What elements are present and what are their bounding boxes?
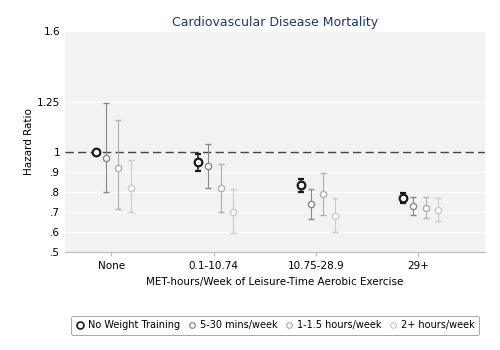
- Legend: No Weight Training, 5-30 mins/week, 1-1.5 hours/week, 2+ hours/week: No Weight Training, 5-30 mins/week, 1-1.…: [70, 316, 480, 335]
- Y-axis label: Hazard Ratio: Hazard Ratio: [24, 108, 34, 175]
- X-axis label: MET-hours/Week of Leisure-Time Aerobic Exercise: MET-hours/Week of Leisure-Time Aerobic E…: [146, 276, 404, 287]
- Title: Cardiovascular Disease Mortality: Cardiovascular Disease Mortality: [172, 16, 378, 29]
